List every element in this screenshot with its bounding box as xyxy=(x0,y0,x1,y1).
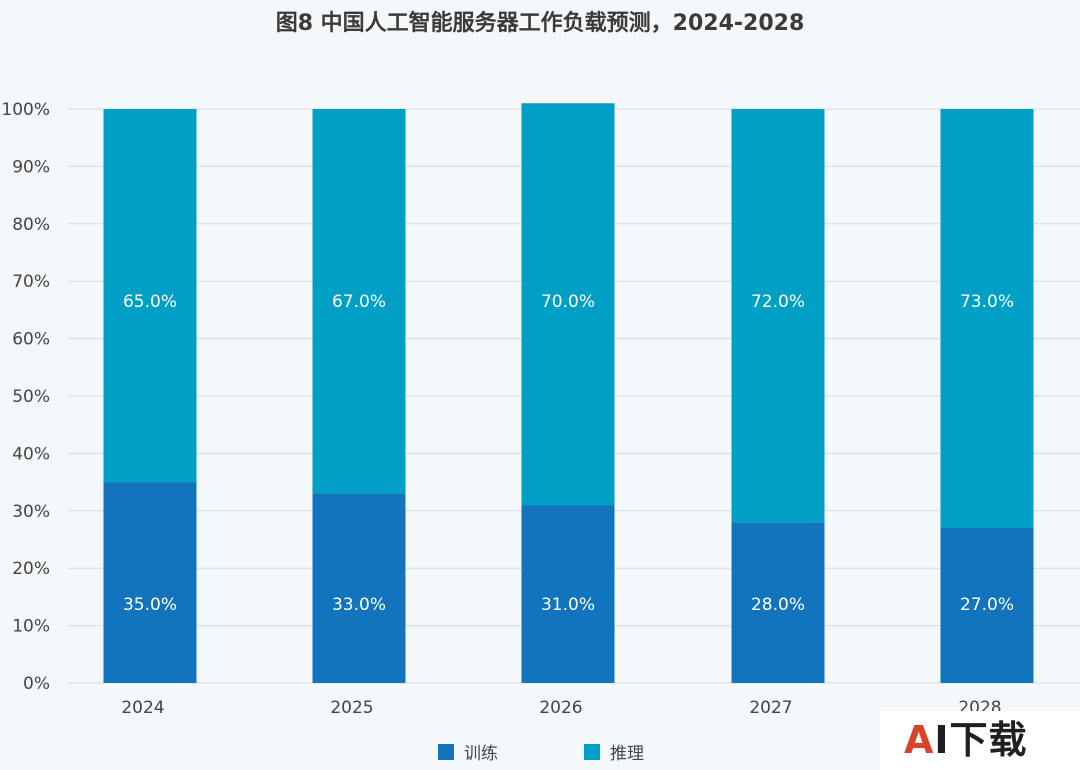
data-label: 33.0% xyxy=(332,595,386,615)
y-tick-label: 70% xyxy=(12,272,50,292)
data-labels: 35.0% 65.0% 33.0% 67.0% 31.0% 70.0% 28.0% 72.0%… xyxy=(123,292,1014,615)
watermark: AI下载 xyxy=(880,711,1080,770)
data-label: 27.0% xyxy=(960,595,1014,615)
legend-label: 推理 xyxy=(610,744,644,764)
y-tick-label: 30% xyxy=(12,502,50,522)
data-label: 28.0% xyxy=(751,595,805,615)
x-tick-label: 2024 xyxy=(121,698,164,718)
bar-inference-2025 xyxy=(312,109,406,494)
x-tick-label: 2027 xyxy=(749,698,792,718)
bar-inference-2024 xyxy=(103,109,197,483)
legend-swatch xyxy=(438,744,454,760)
bar-inference-2026 xyxy=(521,103,615,506)
y-tick-label: 10% xyxy=(12,617,50,637)
y-tick-label: 20% xyxy=(12,559,50,579)
legend-label: 训练 xyxy=(464,744,498,764)
data-label: 31.0% xyxy=(541,595,595,615)
data-label: 73.0% xyxy=(960,292,1014,312)
bar-training-2026 xyxy=(521,505,615,683)
legend-swatch xyxy=(584,744,600,760)
data-label: 35.0% xyxy=(123,595,177,615)
watermark-logo-a: A xyxy=(904,718,935,762)
bar-training-2024 xyxy=(103,482,197,683)
data-label: 70.0% xyxy=(541,292,595,312)
chart-title: 图8 中国人工智能服务器工作负载预测，2024-2028 xyxy=(276,10,805,36)
y-tick-label: 100% xyxy=(1,100,50,120)
y-tick-label: 40% xyxy=(12,444,50,464)
data-label: 67.0% xyxy=(332,292,386,312)
bars xyxy=(103,103,1034,683)
data-label: 65.0% xyxy=(123,292,177,312)
y-tick-label: 60% xyxy=(12,330,50,350)
watermark-logo: AI下载 xyxy=(904,717,1028,763)
bar-inference-2028 xyxy=(940,109,1034,529)
bar-inference-2027 xyxy=(731,109,825,523)
x-tick-label: 2025 xyxy=(330,698,373,718)
bar-training-2027 xyxy=(731,522,825,683)
bar-training-2028 xyxy=(940,528,1034,683)
y-tick-label: 80% xyxy=(12,215,50,235)
y-axis-ticks: 0% 10% 20% 30% 40% 50% 60% 70% 80% 90% 100% xyxy=(1,100,50,694)
watermark-logo-rest: I下载 xyxy=(934,718,1028,762)
y-tick-label: 50% xyxy=(12,387,50,407)
y-tick-label: 90% xyxy=(12,157,50,177)
y-tick-label: 0% xyxy=(23,674,50,694)
legend: 训练 推理 xyxy=(438,744,644,764)
data-label: 72.0% xyxy=(751,292,805,312)
x-tick-label: 2026 xyxy=(539,698,582,718)
x-axis-ticks: 2024 2025 2026 2027 2028 xyxy=(121,698,1001,718)
bar-training-2025 xyxy=(312,493,406,683)
